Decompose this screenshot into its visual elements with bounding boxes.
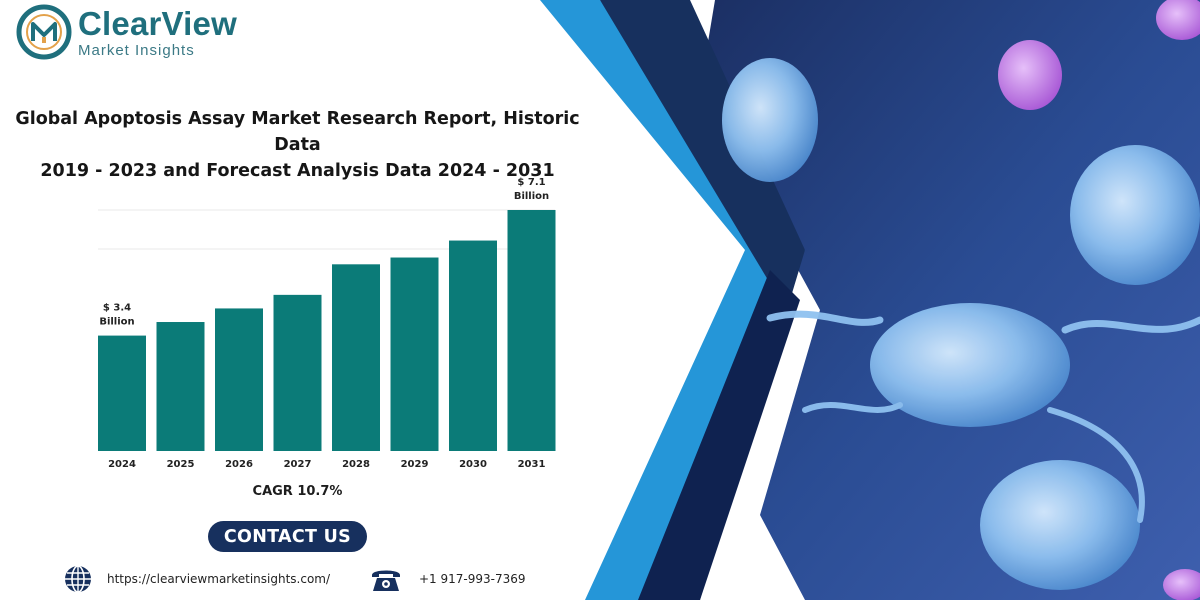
bar-2026	[215, 308, 263, 451]
bar-2027	[273, 294, 322, 451]
x-tick-label: 2028	[342, 459, 370, 470]
bar-2031	[507, 210, 556, 451]
contact-us-button[interactable]: CONTACT US	[208, 521, 367, 552]
data-label-value: $ 7.1	[517, 177, 545, 188]
data-label-unit: Billion	[514, 191, 549, 202]
data-label-value: $ 3.4	[103, 303, 131, 314]
cagr-label: CAGR 10.7%	[252, 484, 343, 499]
data-label-unit: Billion	[99, 317, 134, 328]
protein-molecule-cluster	[722, 0, 1200, 600]
x-tick-label: 2029	[401, 459, 429, 470]
bar-2025	[156, 322, 205, 451]
brand-tagline: Market Insights	[78, 41, 195, 59]
globe-icon	[65, 565, 91, 593]
website-url[interactable]: https://clearviewmarketinsights.com/	[107, 572, 331, 586]
brand-name: ClearView	[78, 4, 237, 42]
website-link[interactable]: https://clearviewmarketinsights.com/	[63, 564, 330, 594]
bar-2024	[98, 335, 146, 451]
x-tick-label: 2031	[518, 459, 546, 470]
phone-number[interactable]: +1 917-993-7369	[419, 572, 526, 586]
x-tick-label: 2030	[459, 459, 487, 470]
x-tick-label: 2027	[284, 459, 312, 470]
report-title-line-2: 2019 - 2023 and Forecast Analysis Data 2…	[40, 161, 555, 181]
x-tick-label: 2025	[167, 459, 195, 470]
bar-2030	[449, 240, 497, 451]
bar-2028	[332, 264, 380, 451]
x-tick-label: 2026	[225, 459, 253, 470]
market-bar-chart: 2024 2025 2026 2027 2028 2029 2030 2031 $ 3.4 Bi…	[98, 177, 556, 470]
phone-contact[interactable]: +1 917-993-7369	[369, 564, 526, 594]
brand-logo: ClearView Market Insights	[16, 4, 237, 60]
clearview-logo-icon	[16, 4, 72, 60]
x-tick-label: 2024	[108, 459, 136, 470]
report-title-line-1: Global Apoptosis Assay Market Research R…	[15, 109, 580, 155]
bar-2029	[390, 257, 439, 451]
telephone-icon	[372, 570, 400, 591]
report-title: Global Apoptosis Assay Market Research R…	[10, 106, 585, 184]
molecule-photo-panel	[700, 0, 1200, 600]
